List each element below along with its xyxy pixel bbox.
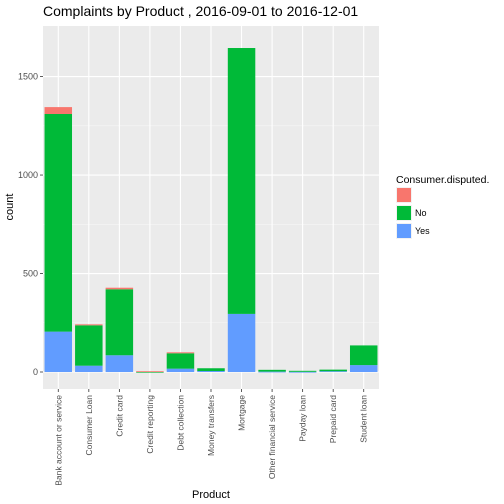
bar-segment-unlabeled — [105, 287, 134, 290]
y-axis-ticks: 0 500 1000 1500 — [18, 72, 43, 377]
x-tick-label: Debt collection — [175, 395, 185, 451]
bar-segment-unlabeled — [75, 324, 103, 326]
bar-segment-no — [75, 325, 103, 366]
bar-segment-no — [105, 289, 134, 356]
bar-segment-yes — [44, 331, 73, 372]
x-tick-label: Prepaid card — [328, 395, 338, 443]
legend-swatch — [397, 206, 411, 220]
x-tick-label: Other financial service — [267, 395, 277, 479]
bar-segment-no — [136, 371, 164, 373]
x-tick-label: Credit reporting — [145, 395, 155, 454]
legend-swatch — [397, 224, 411, 238]
bar-segment-yes — [258, 371, 286, 373]
x-tick-label: Bank account or service — [53, 395, 63, 486]
bar-segment-no — [288, 370, 317, 372]
bar-segment-no — [166, 353, 195, 369]
y-tick-label: 0 — [33, 367, 38, 377]
bars — [44, 48, 378, 373]
bar-segment-yes — [75, 365, 103, 372]
x-tick-label: Payday loan — [298, 395, 308, 442]
x-tick-label: Money transfers — [206, 395, 216, 456]
bar-segment-yes — [166, 368, 195, 372]
y-tick-label: 1000 — [18, 170, 38, 180]
bar-segment-no — [227, 48, 256, 314]
x-axis-ticks: Bank account or service Consumer Loan Cred… — [53, 389, 369, 486]
x-tick-label: Consumer Loan — [84, 395, 94, 456]
bar-segment-yes — [197, 371, 225, 372]
legend-label: No — [415, 208, 427, 218]
x-tick-label: Student loan — [359, 395, 369, 443]
y-tick-label: 1500 — [18, 72, 38, 82]
y-tick-label: 500 — [23, 269, 38, 279]
bar-segment-unlabeled — [136, 371, 164, 373]
legend-title: Consumer.disputed. — [396, 174, 489, 186]
legend-label: Yes — [415, 226, 430, 236]
bar-segment-yes — [227, 313, 256, 372]
bar-segment-unlabeled — [44, 107, 73, 114]
bar-segment-yes — [349, 365, 378, 372]
bar-segment-yes — [288, 371, 317, 373]
bar-segment-no — [319, 369, 347, 372]
bar-segment-no — [349, 345, 378, 366]
x-tick-label: Credit card — [114, 395, 124, 437]
bar-segment-no — [197, 368, 225, 372]
legend-swatch — [397, 188, 411, 202]
x-axis-title: Product — [192, 489, 230, 501]
bar-segment-yes — [105, 355, 134, 372]
bar-segment-unlabeled — [166, 352, 195, 354]
y-axis-title: count — [4, 194, 16, 221]
bar-segment-yes — [319, 371, 347, 373]
x-tick-label: Mortgage — [237, 395, 247, 431]
bar-segment-no — [44, 113, 73, 332]
legend: Consumer.disputed. No Yes — [396, 174, 489, 239]
bar-segment-no — [258, 369, 286, 372]
chart-title: Complaints by Product , 2016-09-01 to 20… — [43, 3, 358, 19]
